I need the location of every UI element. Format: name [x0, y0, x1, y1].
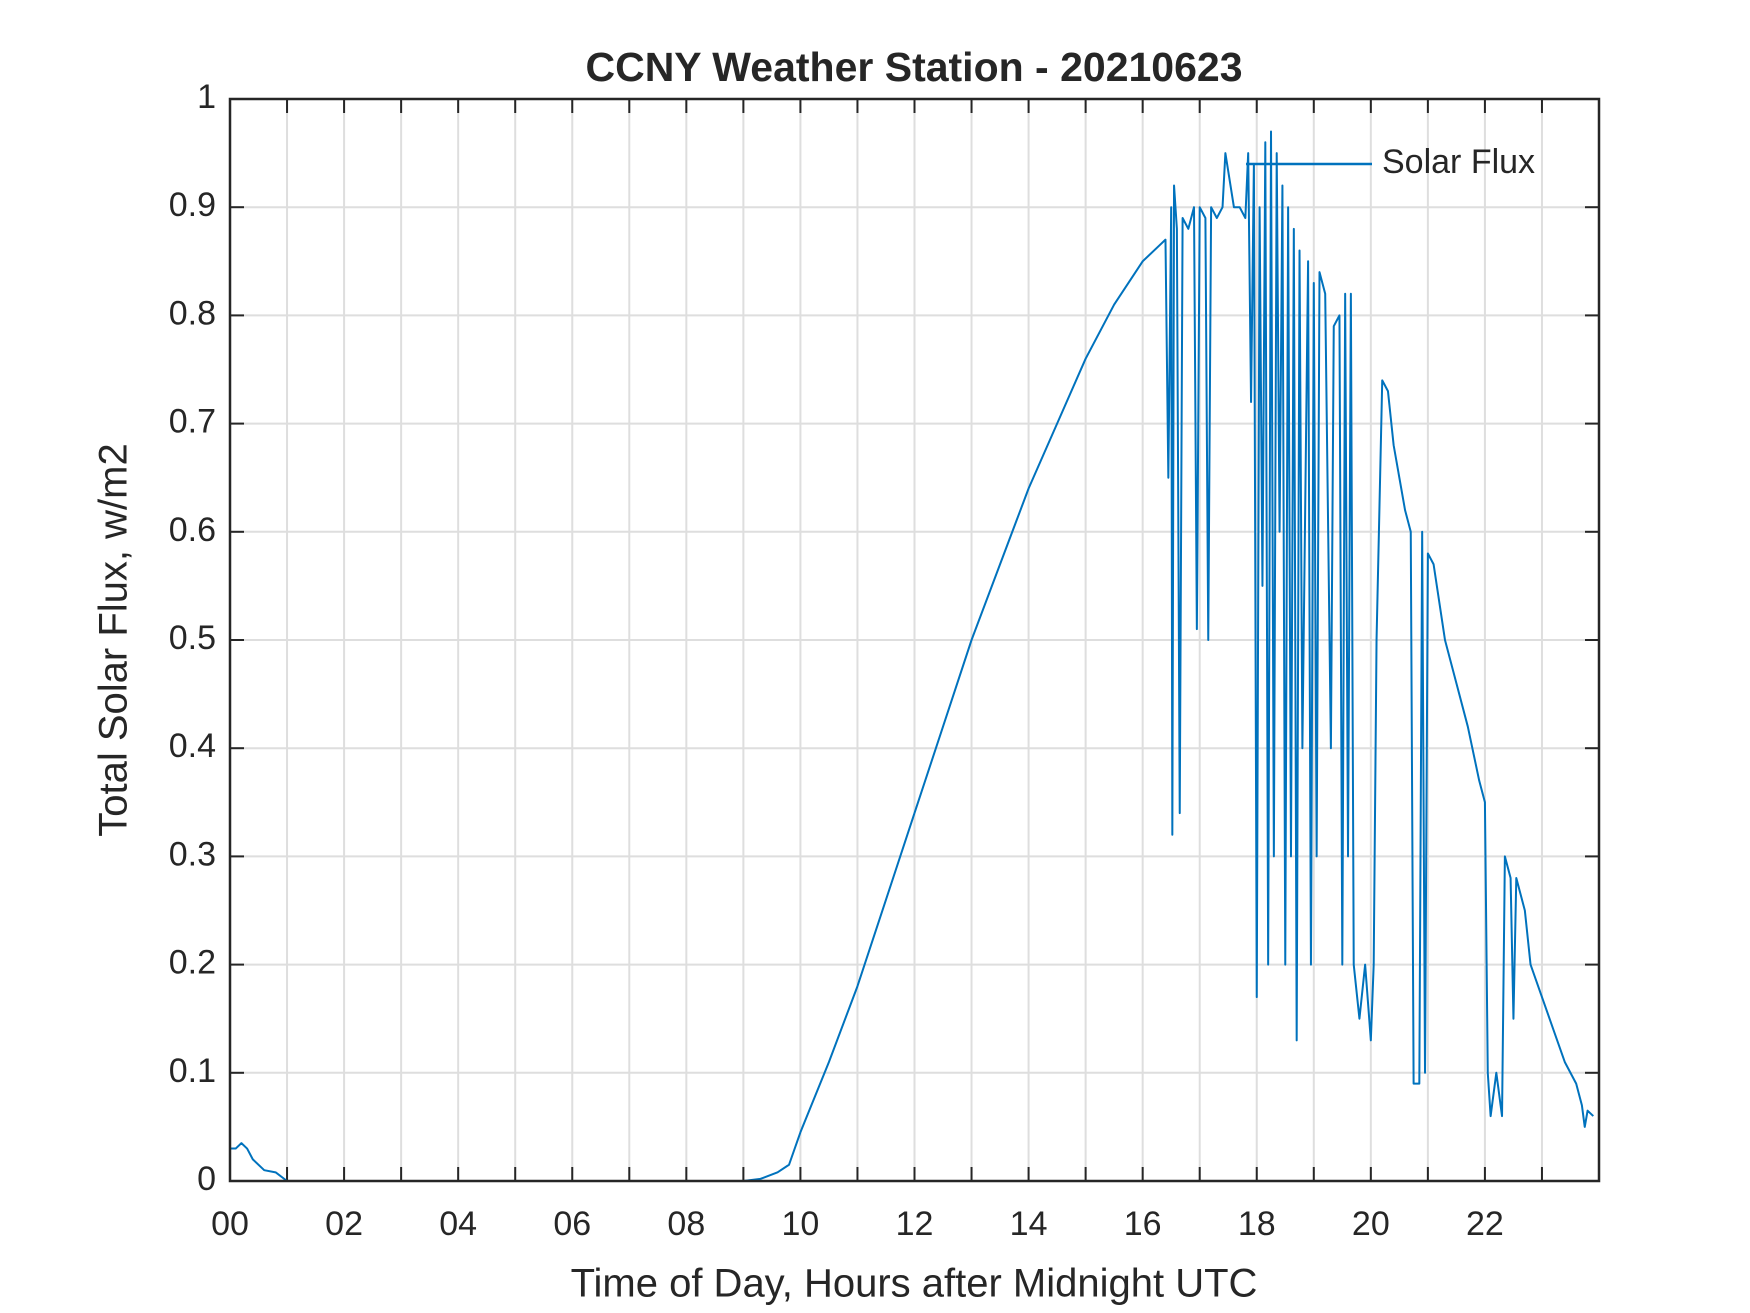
y-tick-label: 0.4 — [169, 727, 216, 765]
x-tick-label: 04 — [439, 1205, 477, 1243]
x-tick-label: 16 — [1124, 1205, 1162, 1243]
x-axis-label: Time of Day, Hours after Midnight UTC — [571, 1262, 1258, 1306]
y-tick-label: 0.1 — [169, 1052, 216, 1090]
x-tick-label: 08 — [667, 1205, 705, 1243]
x-tick-label: 12 — [896, 1205, 934, 1243]
y-tick-label: 0.7 — [169, 403, 216, 441]
x-tick-label: 14 — [1010, 1205, 1048, 1243]
x-tick-label: 00 — [211, 1205, 249, 1243]
y-tick-label: 0.5 — [169, 619, 216, 657]
chart-title: CCNY Weather Station - 20210623 — [585, 44, 1242, 90]
y-tick-label: 0 — [197, 1160, 216, 1198]
y-tick-label: 0.6 — [169, 511, 216, 549]
x-tick-label: 22 — [1466, 1205, 1504, 1243]
x-tick-label: 18 — [1238, 1205, 1276, 1243]
x-tick-label: 06 — [553, 1205, 591, 1243]
y-tick-label: 0.8 — [169, 294, 216, 332]
data-line — [230, 130, 1594, 1182]
x-tick-label: 20 — [1352, 1205, 1390, 1243]
y-tick-label: 1 — [197, 78, 216, 116]
legend-label: Solar Flux — [1382, 143, 1535, 181]
x-tick-label: 02 — [325, 1205, 363, 1243]
plot-frame — [228, 97, 1601, 1183]
y-tick-label: 0.2 — [169, 944, 216, 982]
y-tick-label: 0.3 — [169, 835, 216, 873]
y-tick-label: 0.9 — [169, 186, 216, 224]
x-tick-label: 10 — [782, 1205, 820, 1243]
y-axis-label: Total Solar Flux, w/m2 — [92, 443, 136, 836]
